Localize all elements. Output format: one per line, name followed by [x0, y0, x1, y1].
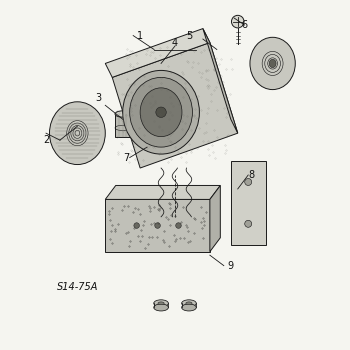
Ellipse shape — [250, 37, 295, 90]
Text: 6: 6 — [241, 20, 248, 30]
Text: 3: 3 — [95, 93, 101, 103]
Ellipse shape — [115, 111, 131, 117]
Ellipse shape — [158, 302, 164, 305]
Ellipse shape — [186, 302, 192, 305]
Circle shape — [155, 223, 160, 228]
Bar — [115, 114, 131, 136]
Polygon shape — [105, 29, 210, 77]
Polygon shape — [105, 199, 210, 252]
Circle shape — [176, 223, 181, 228]
Text: 4: 4 — [172, 37, 178, 48]
Text: 8: 8 — [248, 170, 255, 180]
Circle shape — [245, 178, 252, 186]
Polygon shape — [112, 43, 238, 168]
Ellipse shape — [154, 300, 168, 307]
Circle shape — [245, 220, 252, 227]
Polygon shape — [203, 29, 238, 133]
Ellipse shape — [182, 304, 196, 311]
Polygon shape — [210, 186, 220, 252]
Text: 5: 5 — [186, 30, 192, 41]
Circle shape — [200, 61, 206, 66]
Polygon shape — [105, 186, 220, 199]
Ellipse shape — [182, 300, 196, 307]
Ellipse shape — [269, 59, 276, 68]
Circle shape — [196, 56, 210, 70]
Bar — [231, 161, 266, 245]
Circle shape — [231, 15, 244, 28]
Text: 2: 2 — [43, 135, 49, 145]
Text: 7: 7 — [123, 153, 129, 162]
Ellipse shape — [49, 102, 105, 164]
Ellipse shape — [123, 70, 200, 154]
Circle shape — [156, 107, 166, 118]
Ellipse shape — [130, 77, 192, 147]
Text: 1: 1 — [137, 30, 143, 41]
Ellipse shape — [140, 88, 182, 136]
Ellipse shape — [154, 304, 168, 311]
Circle shape — [134, 223, 139, 228]
Text: S14-75A: S14-75A — [57, 281, 98, 292]
Text: 9: 9 — [228, 261, 234, 271]
